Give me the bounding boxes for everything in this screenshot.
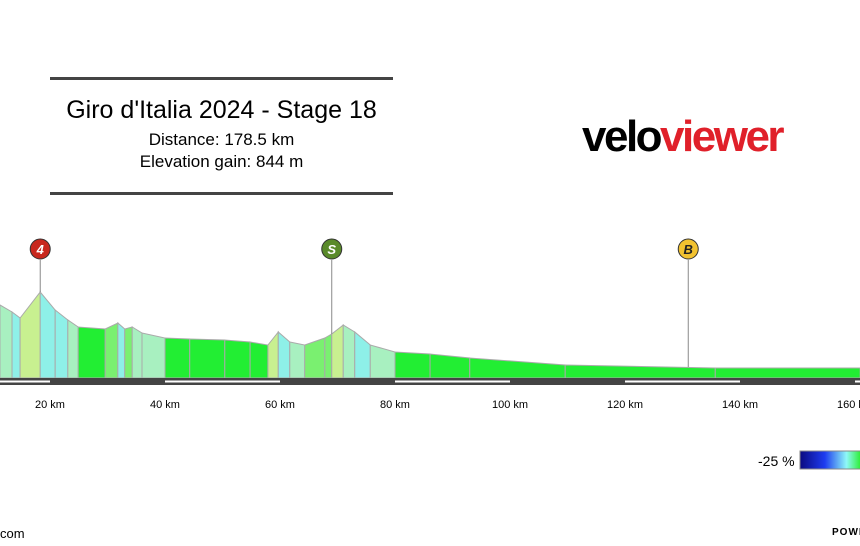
profile-segment	[19, 290, 41, 379]
profile-segment	[54, 308, 69, 379]
marker-label: B	[684, 242, 693, 257]
profile-segment	[369, 344, 396, 379]
x-tick-label: 140 km	[722, 399, 758, 411]
profile-segment	[354, 330, 371, 379]
profile-segment	[469, 357, 566, 379]
profile-segment	[324, 333, 333, 379]
distance-bar-stripe	[625, 380, 740, 383]
x-tick-label: 100 km	[492, 399, 528, 411]
profile-segment	[164, 337, 191, 379]
profile-segment	[304, 337, 326, 379]
profile-segment	[117, 321, 126, 379]
distance-label: Distance: 178.5 km	[148, 130, 295, 149]
profile-segment	[331, 323, 344, 379]
profile-segment	[104, 322, 119, 379]
profile-segment	[249, 341, 269, 379]
x-tick-label: 60 km	[265, 399, 295, 411]
title-rule-bottom	[50, 192, 393, 195]
gradient-legend-bar	[799, 450, 860, 470]
marker-S-icon[interactable]	[321, 238, 343, 260]
distance-bar-stripe	[165, 380, 280, 383]
x-tick-label: 40 km	[150, 399, 180, 411]
profile-segment	[429, 353, 471, 379]
profile-segment	[267, 330, 279, 379]
profile-segment	[77, 326, 106, 379]
logo-viewer: viewer	[660, 112, 784, 161]
profile-segment	[189, 338, 226, 379]
title-rule-top	[50, 77, 393, 80]
profile-segment	[0, 304, 13, 379]
footer-powered: POWE	[832, 527, 860, 538]
profile-segment	[11, 311, 21, 379]
profile-segment	[342, 324, 356, 379]
distance-bar-stripe	[855, 380, 860, 383]
marker-label: 4	[36, 242, 45, 257]
profile-segment	[39, 290, 56, 379]
profile-segment	[564, 364, 716, 379]
profile-segment	[277, 330, 291, 379]
profile-segment	[714, 367, 860, 379]
veloviewer-logo: veloviewer	[582, 112, 785, 162]
x-tick-label: 20 km	[35, 399, 65, 411]
legend-min-label: -25 %	[758, 453, 795, 469]
marker-4-icon[interactable]	[29, 238, 51, 260]
profile-segment	[124, 326, 133, 379]
elevation-gain-label: Elevation gain: 844 m	[139, 152, 304, 171]
footer-site: com	[0, 526, 25, 541]
distance-bar-stripe	[395, 380, 510, 383]
marker-label: S	[327, 242, 336, 257]
profile-segment	[289, 341, 306, 379]
x-tick-label: 160 km	[837, 399, 860, 411]
x-tick-label: 80 km	[380, 399, 410, 411]
distance-bar-stripe	[0, 380, 50, 383]
profile-segment	[224, 339, 251, 379]
profile-segment	[131, 326, 143, 379]
profile-segment	[67, 319, 79, 379]
marker-B-icon[interactable]	[677, 238, 699, 260]
page-title: Giro d'Italia 2024 - Stage 18	[66, 96, 377, 124]
x-tick-label: 120 km	[607, 399, 643, 411]
profile-segment	[141, 332, 166, 379]
profile-segment	[394, 351, 431, 379]
logo-velo: velo	[582, 112, 663, 161]
